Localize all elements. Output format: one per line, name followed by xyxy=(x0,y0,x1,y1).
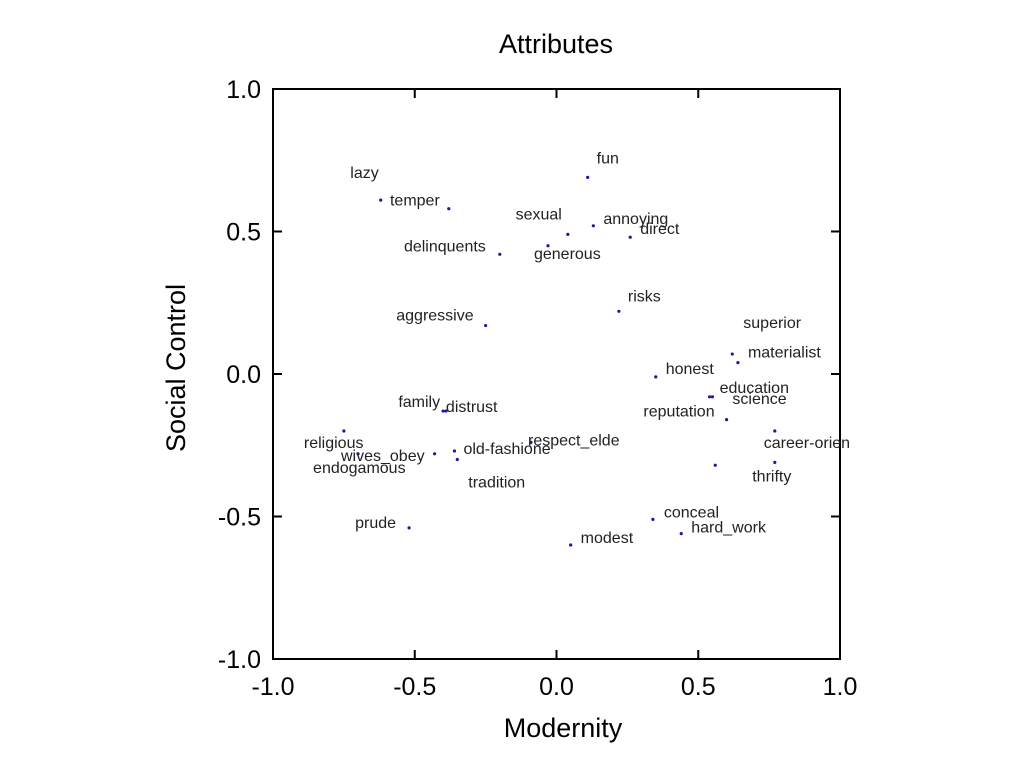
data-point xyxy=(773,429,777,433)
point-label: conceal xyxy=(664,504,719,521)
point-label: hard_work xyxy=(691,520,767,537)
point-label: delinquents xyxy=(404,238,486,255)
axis-ticks xyxy=(272,88,841,660)
point-label: career-orien xyxy=(764,435,850,452)
data-point xyxy=(444,409,448,413)
data-point xyxy=(407,526,411,530)
x-tick-label: 0.0 xyxy=(539,673,574,701)
y-axis-label: Social Control xyxy=(161,284,191,452)
y-tick-label: 1.0 xyxy=(226,76,261,104)
data-point xyxy=(455,457,459,462)
data-point xyxy=(546,244,550,248)
data-point xyxy=(356,452,360,456)
data-markers xyxy=(342,175,777,547)
x-tick-label: 1.0 xyxy=(823,673,858,701)
point-label: thrifty xyxy=(752,468,791,485)
data-point xyxy=(441,409,445,413)
point-label: aggressive xyxy=(396,308,473,325)
point-label: superior xyxy=(743,315,801,332)
data-point xyxy=(617,309,621,313)
y-tick-label: -0.5 xyxy=(218,504,261,532)
data-point xyxy=(498,252,502,256)
x-axis-label: Modernity xyxy=(504,713,623,743)
point-label: honest xyxy=(666,361,715,378)
point-label: sexual xyxy=(516,206,562,223)
y-tick-label: 0.0 xyxy=(226,361,261,389)
point-label: modest xyxy=(581,530,634,547)
point-label: direct xyxy=(640,221,680,238)
point-label: distrust xyxy=(446,399,498,416)
data-point xyxy=(773,460,777,464)
data-point xyxy=(725,418,729,422)
point-label: education xyxy=(720,380,789,397)
x-tick-label: -0.5 xyxy=(393,673,436,701)
data-point xyxy=(569,543,573,547)
data-point xyxy=(484,323,488,328)
point-label: endogamous xyxy=(313,460,406,477)
data-point xyxy=(707,395,712,399)
data-point xyxy=(432,452,437,456)
point-label: generous xyxy=(534,246,601,263)
data-point xyxy=(730,352,734,356)
data-point xyxy=(452,449,457,453)
point-label: lazy xyxy=(350,165,378,182)
chart-title: Attributes xyxy=(499,29,613,59)
x-tick-label: 0.5 xyxy=(681,673,716,701)
point-label: annoying xyxy=(603,211,668,228)
data-point xyxy=(447,207,451,211)
point-label: materialist xyxy=(748,345,821,362)
data-point xyxy=(654,375,658,379)
point-label: reputation xyxy=(643,404,714,421)
data-point xyxy=(628,235,632,239)
point-label: risks xyxy=(628,288,661,305)
point-label: tradition xyxy=(468,475,525,492)
x-tick-label: -1.0 xyxy=(251,673,294,701)
data-point xyxy=(379,198,383,202)
point-label: religious xyxy=(304,435,364,452)
data-point xyxy=(566,232,570,236)
data-point xyxy=(713,463,717,467)
point-label: wives_obey xyxy=(340,448,425,465)
point-label: prude xyxy=(355,515,396,532)
axis-tick-labels: -1.0 -0.5 0.0 0.5 1.0 1.0 0.5 0.0 -0.5 -1.0 xyxy=(218,76,857,701)
data-point xyxy=(710,395,715,399)
data-point xyxy=(586,175,590,179)
point-label: family xyxy=(398,394,440,411)
y-tick-label: -1.0 xyxy=(218,646,261,674)
point-label: temper xyxy=(390,193,440,210)
point-label: respect_elde xyxy=(528,432,620,449)
data-point xyxy=(591,224,595,228)
y-tick-label: 0.5 xyxy=(226,219,261,247)
data-point xyxy=(679,532,683,536)
point-label: old-fashione xyxy=(463,441,550,458)
data-point xyxy=(529,440,533,444)
data-point xyxy=(736,361,740,365)
data-point xyxy=(342,429,346,433)
data-point xyxy=(651,517,655,521)
point-label: fun xyxy=(597,150,619,167)
point-label: science xyxy=(732,391,786,408)
